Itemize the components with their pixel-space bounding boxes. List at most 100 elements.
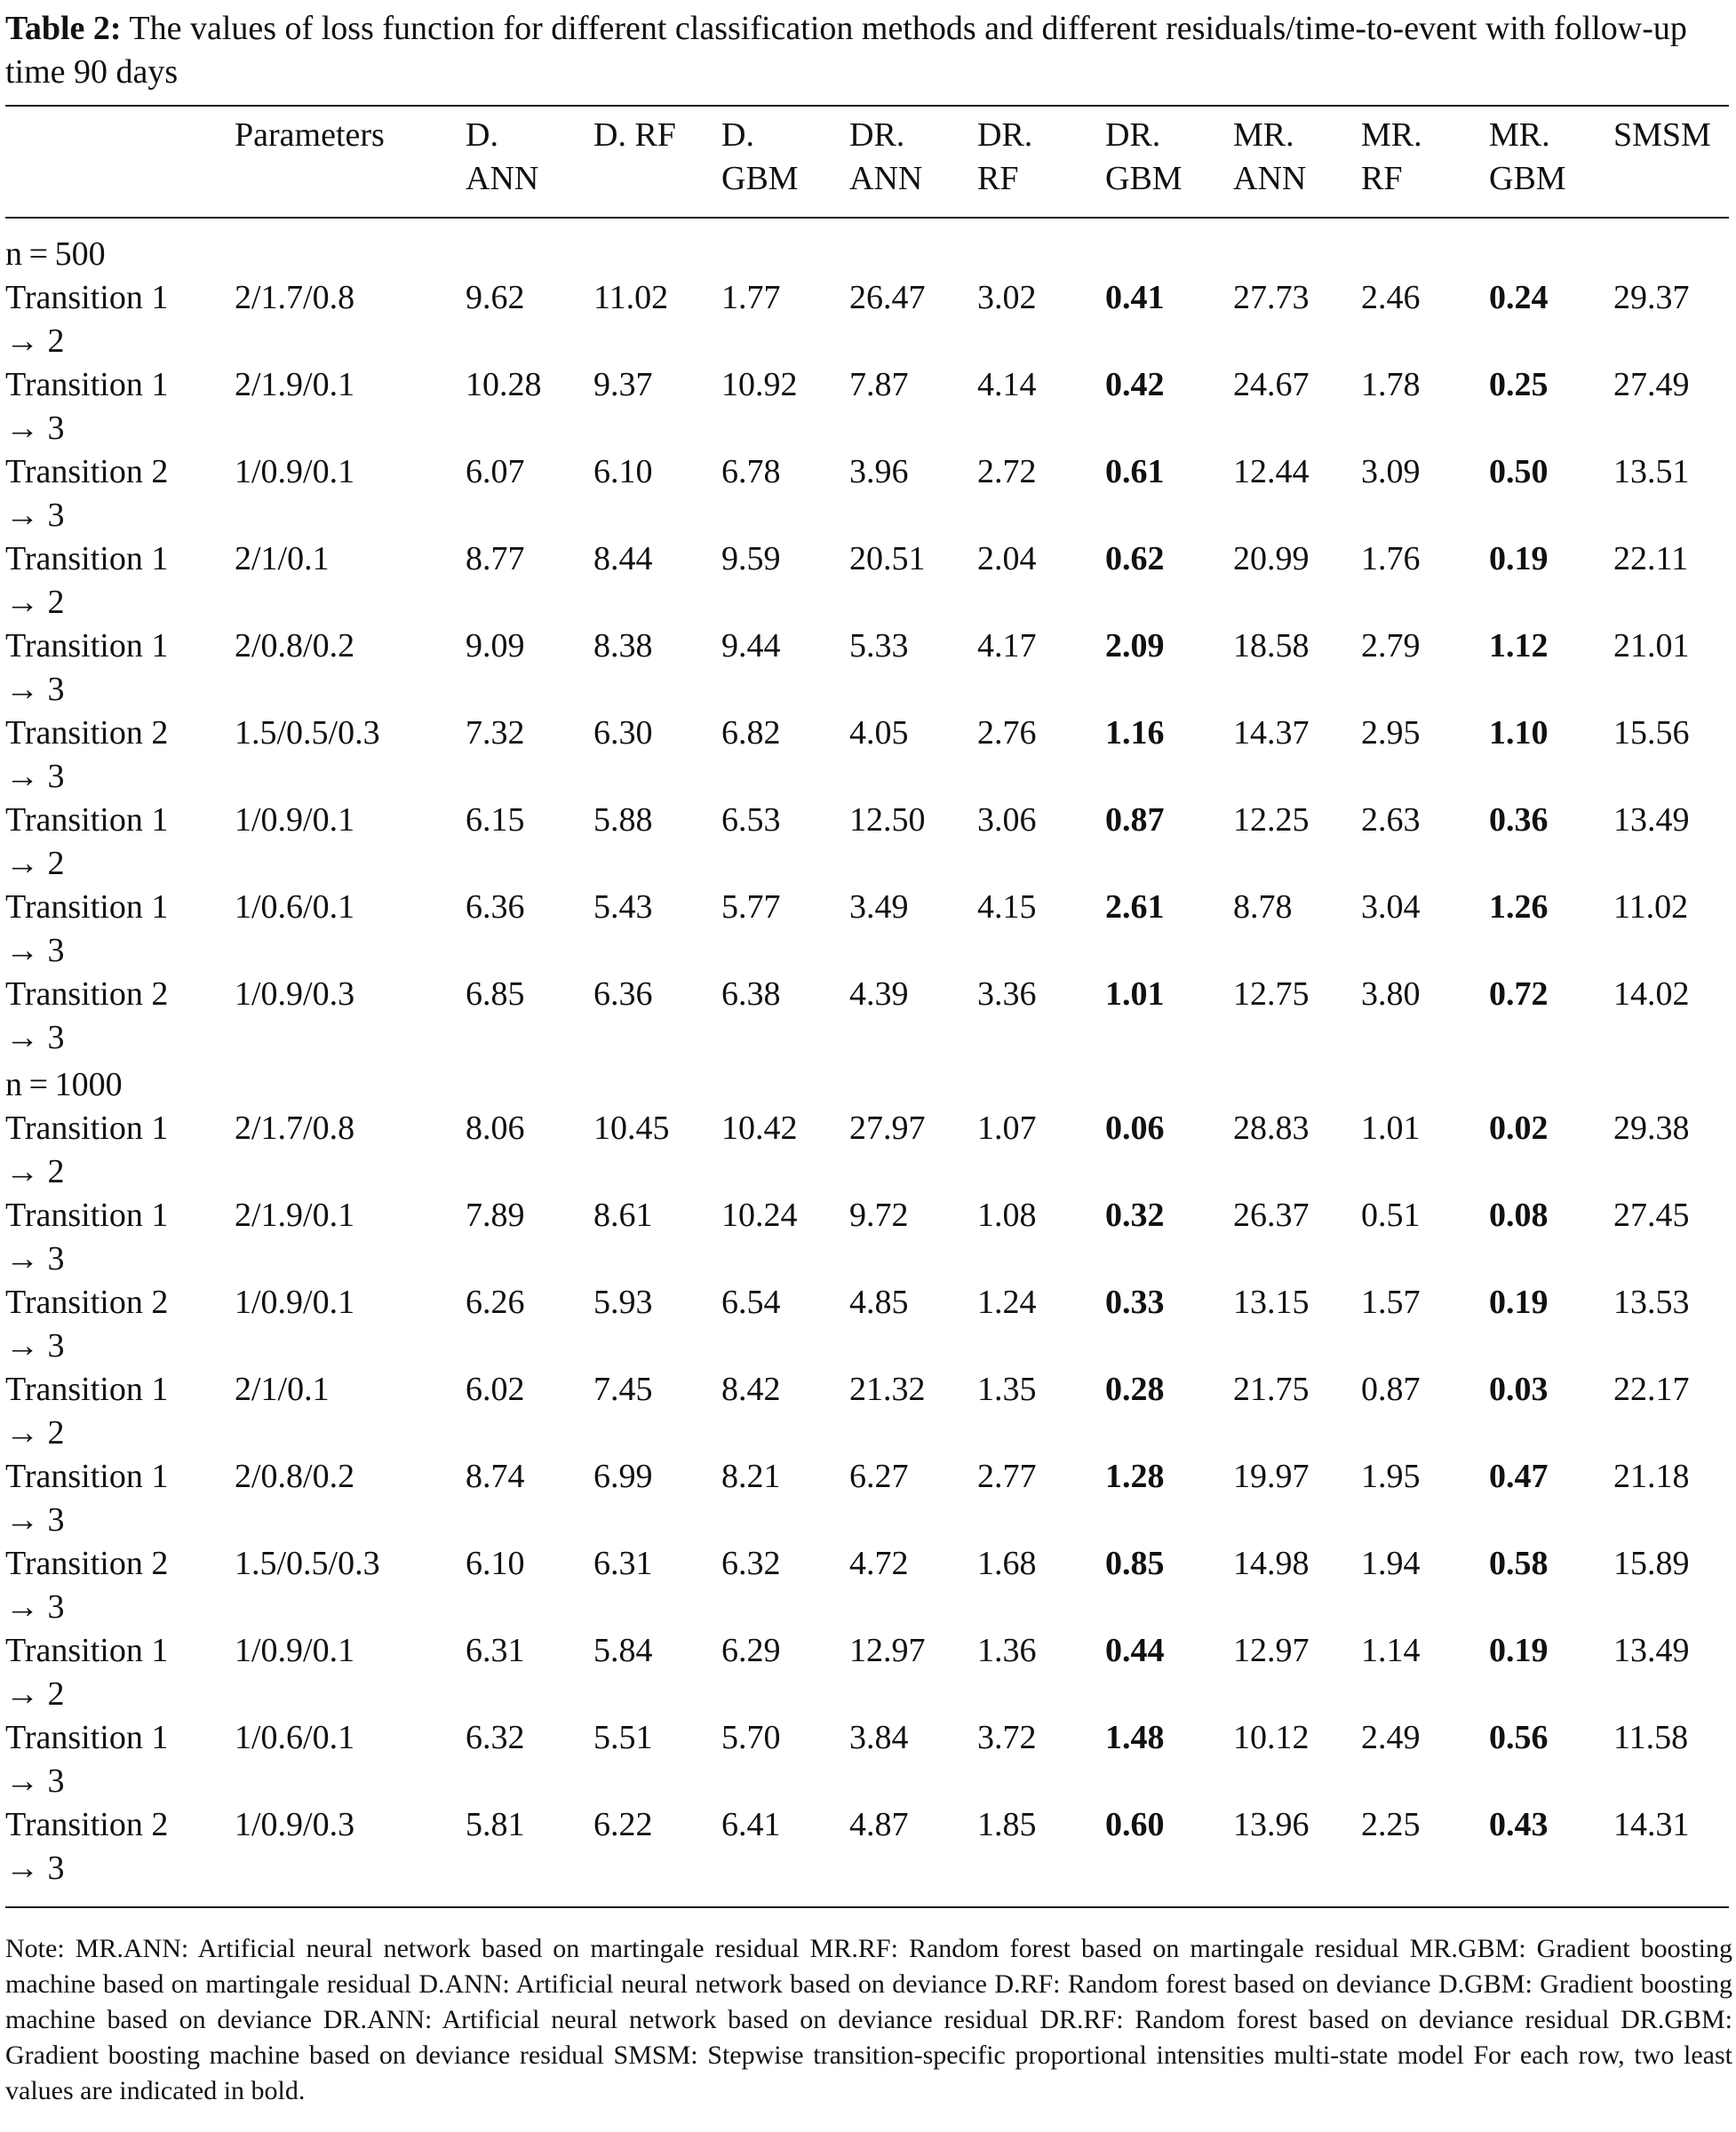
transition-cell: Transition 1 → 3 — [5, 366, 169, 447]
value-cell: 22.11 — [1613, 540, 1689, 577]
value-cell: 0.03 — [1489, 1371, 1549, 1408]
group-label: n = 1000 — [5, 1066, 123, 1103]
value-cell: 0.02 — [1489, 1110, 1549, 1147]
value-cell: 13.49 — [1613, 801, 1690, 839]
value-cell: 3.02 — [977, 279, 1037, 316]
value-cell: 9.37 — [593, 366, 653, 403]
transition-cell: Transition 1 → 3 — [5, 1458, 169, 1539]
value-cell: 20.99 — [1233, 540, 1310, 577]
value-cell: 4.15 — [977, 888, 1037, 926]
parameters-cell: 1/0.9/0.1 — [235, 801, 355, 839]
transition-cell: Transition 1 → 2 — [5, 540, 169, 621]
table-caption-label: Table 2: — [5, 10, 122, 47]
table-wrapper: Parameters D. ANN D. RF D. GBM DR. ANN DR. RF DR. G… — [5, 105, 1729, 1908]
value-cell: 9.59 — [721, 540, 781, 577]
value-cell: 6.36 — [466, 888, 525, 926]
value-cell: 27.45 — [1613, 1197, 1690, 1234]
value-cell: 6.22 — [593, 1806, 653, 1843]
value-cell: 0.28 — [1105, 1371, 1165, 1408]
value-cell: 1.01 — [1105, 975, 1165, 1013]
parameters-cell: 1/0.6/0.1 — [235, 888, 355, 926]
value-cell: 0.61 — [1105, 453, 1165, 490]
value-cell: 2.46 — [1361, 279, 1421, 316]
value-cell: 6.53 — [721, 801, 781, 839]
value-cell: 8.44 — [593, 540, 653, 577]
transition-cell: Transition 1 → 2 — [5, 1632, 169, 1713]
value-cell: 6.29 — [721, 1632, 781, 1669]
value-cell: 0.60 — [1105, 1806, 1165, 1843]
value-cell: 13.49 — [1613, 1632, 1690, 1669]
column-header: Parameters — [235, 106, 466, 219]
value-cell: 4.39 — [849, 975, 909, 1013]
value-cell: 21.32 — [849, 1371, 926, 1408]
value-cell: 0.85 — [1105, 1545, 1165, 1582]
column-header: MR. ANN — [1233, 106, 1361, 219]
value-cell: 7.87 — [849, 366, 909, 403]
value-cell: 1.76 — [1361, 540, 1421, 577]
value-cell: 9.72 — [849, 1197, 909, 1234]
value-cell: 1.24 — [977, 1284, 1037, 1321]
value-cell: 6.31 — [466, 1632, 525, 1669]
value-cell: 3.36 — [977, 975, 1037, 1013]
value-cell: 12.75 — [1233, 975, 1310, 1013]
value-cell: 4.87 — [849, 1806, 909, 1843]
value-cell: 1.10 — [1489, 714, 1549, 752]
value-cell: 6.36 — [593, 975, 653, 1013]
parameters-cell: 1/0.9/0.1 — [235, 1284, 355, 1321]
value-cell: 2.76 — [977, 714, 1037, 752]
value-cell: 0.87 — [1105, 801, 1165, 839]
value-cell: 6.85 — [466, 975, 525, 1013]
value-cell: 6.27 — [849, 1458, 909, 1495]
column-header: D. ANN — [466, 106, 593, 219]
table-row: Transition 2 → 3 1.5/0.5/0.3 6.10 6.31 6.32 4.… — [5, 1542, 1729, 1629]
transition-cell: Transition 2 → 3 — [5, 1284, 169, 1364]
group-header-row: n = 1000 — [5, 1060, 1729, 1107]
table-row: Transition 1 → 3 2/0.8/0.2 9.09 8.38 9.44 5.33… — [5, 624, 1729, 712]
value-cell: 27.97 — [849, 1110, 926, 1147]
value-cell: 1.85 — [977, 1806, 1037, 1843]
value-cell: 0.44 — [1105, 1632, 1165, 1669]
value-cell: 2.04 — [977, 540, 1037, 577]
value-cell: 6.26 — [466, 1284, 525, 1321]
value-cell: 21.75 — [1233, 1371, 1310, 1408]
document-page: Table 2: The values of loss function for… — [0, 7, 1736, 2132]
value-cell: 0.47 — [1489, 1458, 1549, 1495]
value-cell: 0.58 — [1489, 1545, 1549, 1582]
transition-cell: Transition 1 → 3 — [5, 627, 169, 708]
value-cell: 6.54 — [721, 1284, 781, 1321]
value-cell: 0.25 — [1489, 366, 1549, 403]
value-cell: 26.37 — [1233, 1197, 1310, 1234]
value-cell: 1.07 — [977, 1110, 1037, 1147]
transition-cell: Transition 1 → 2 — [5, 1371, 169, 1452]
table-row: Transition 1 → 2 2/1/0.1 8.77 8.44 9.59 20.51 2… — [5, 537, 1729, 624]
value-cell: 3.84 — [849, 1719, 909, 1756]
value-cell: 11.02 — [1613, 888, 1689, 926]
value-cell: 4.14 — [977, 366, 1037, 403]
value-cell: 0.87 — [1361, 1371, 1421, 1408]
value-cell: 2.09 — [1105, 627, 1165, 664]
value-cell: 18.58 — [1233, 627, 1310, 664]
value-cell: 3.06 — [977, 801, 1037, 839]
value-cell: 1.14 — [1361, 1632, 1421, 1669]
value-cell: 29.38 — [1613, 1110, 1690, 1147]
value-cell: 3.49 — [849, 888, 909, 926]
value-cell: 1.48 — [1105, 1719, 1165, 1756]
value-cell: 13.15 — [1233, 1284, 1310, 1321]
value-cell: 0.51 — [1361, 1197, 1421, 1234]
value-cell: 0.36 — [1489, 801, 1549, 839]
table-row: Transition 1 → 3 2/1.9/0.1 10.28 9.37 10.92 7.… — [5, 363, 1729, 450]
value-cell: 1.08 — [977, 1197, 1037, 1234]
value-cell: 15.89 — [1613, 1545, 1690, 1582]
parameters-cell: 2/1.9/0.1 — [235, 366, 355, 403]
transition-cell: Transition 1 → 2 — [5, 801, 169, 882]
transition-cell: Transition 1 → 3 — [5, 1197, 169, 1277]
value-cell: 0.19 — [1489, 540, 1549, 577]
value-cell: 1.94 — [1361, 1545, 1421, 1582]
value-cell: 14.31 — [1613, 1806, 1690, 1843]
table-row: Transition 1 → 2 2/1.7/0.8 9.62 11.02 1.77 26.… — [5, 276, 1729, 363]
value-cell: 12.50 — [849, 801, 926, 839]
table-note: Note: MR.ANN: Artificial neural network … — [5, 1934, 1732, 2105]
table-row: Transition 2 → 3 1/0.9/0.3 6.85 6.36 6.38 4.39… — [5, 973, 1729, 1060]
value-cell: 11.02 — [593, 279, 669, 316]
value-cell: 0.72 — [1489, 975, 1549, 1013]
